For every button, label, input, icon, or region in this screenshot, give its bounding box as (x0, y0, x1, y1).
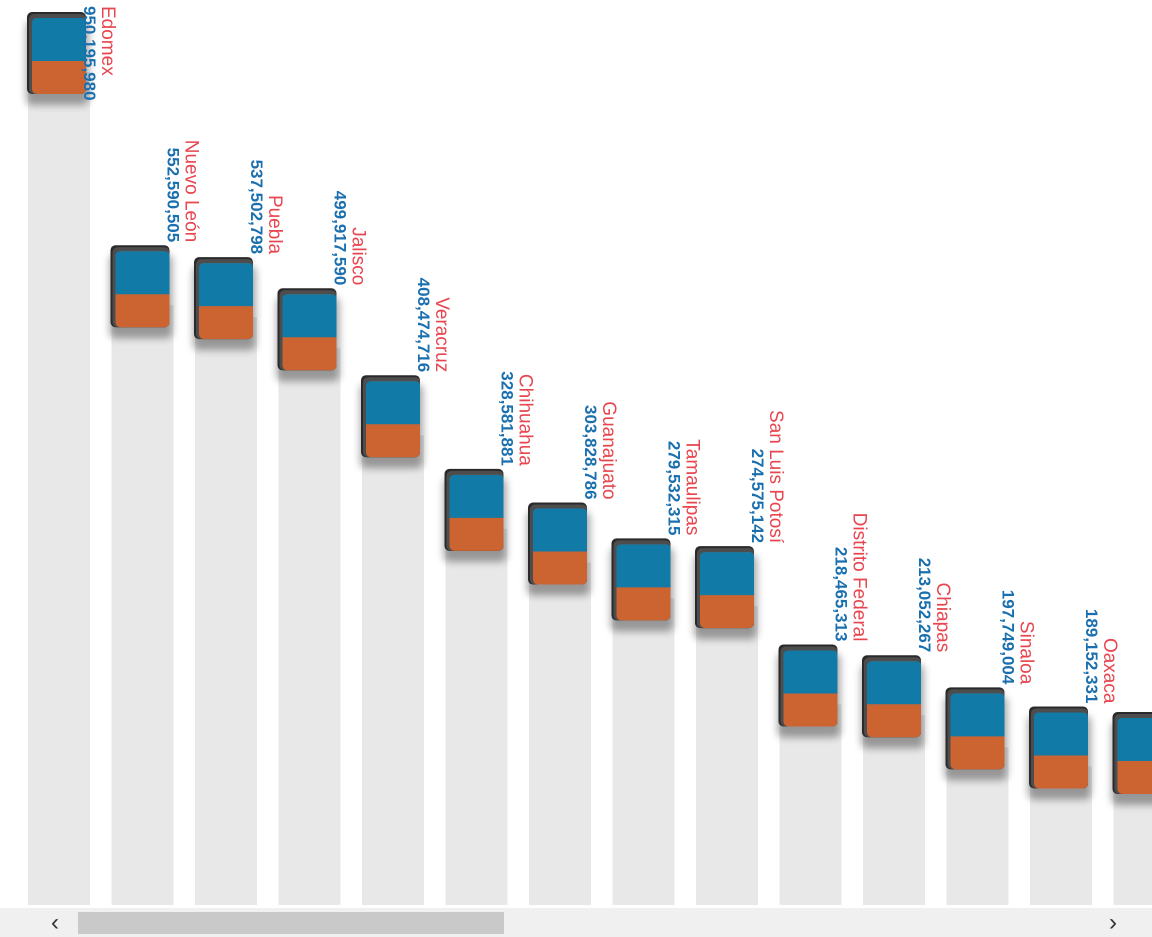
chevron-right-icon[interactable]: › (1109, 909, 1117, 936)
bar-column (111, 305, 174, 905)
state-label: Edomex (97, 6, 118, 76)
state-label: Puebla (264, 195, 285, 255)
value-label: 189,152,331 (1082, 609, 1101, 704)
state-label: Chihuahua (515, 374, 536, 466)
value-label: 537,502,798 (247, 160, 266, 255)
bar-block (694, 546, 757, 640)
bar-block (1111, 712, 1152, 805)
value-label: 499,917,590 (331, 191, 350, 286)
bar-segment-blue (1117, 718, 1152, 761)
bar-block (26, 12, 89, 105)
bar-segment-blue (1034, 712, 1088, 756)
state-label: Chiapas (932, 583, 953, 653)
bar-segment-blue (282, 294, 337, 338)
bar-segment-blue (533, 508, 587, 552)
bar-block (610, 538, 674, 632)
bar-segment-blue (616, 544, 671, 588)
bar-segment-blue (950, 693, 1005, 737)
horizontal-scrollbar[interactable]: ‹ › (0, 908, 1152, 937)
bar-column (278, 348, 341, 905)
value-label: 303,828,786 (581, 405, 600, 500)
bar-segment-blue (366, 381, 420, 425)
bar-block (944, 687, 1008, 781)
value-label: 213,052,267 (915, 558, 934, 653)
bar-block (443, 468, 507, 562)
bar-block (109, 245, 173, 339)
value-label: 328,581,881 (498, 371, 517, 466)
bar-column (28, 72, 90, 905)
value-label: 950,195,980 (80, 6, 99, 101)
value-label: 408,474,716 (414, 278, 433, 373)
bar-block (1028, 706, 1091, 800)
state-label: Jalisco (348, 227, 369, 285)
bar-column (195, 317, 257, 905)
value-label: 279,532,315 (665, 441, 684, 536)
bar-block (861, 655, 924, 749)
value-label: 197,749,004 (999, 590, 1018, 685)
state-label: Oaxaca (1099, 638, 1120, 704)
bar-block (276, 288, 340, 382)
bar-column (445, 528, 508, 905)
bar-segment-blue (867, 661, 921, 705)
bar-column (612, 598, 675, 905)
bar-segment-blue (783, 650, 838, 694)
bar-column (529, 562, 591, 905)
bar-column (362, 435, 424, 905)
value-label: 274,575,142 (748, 449, 767, 544)
state-label: Sinaloa (1016, 621, 1037, 685)
bar-column (779, 704, 842, 905)
bar-segment-blue (199, 263, 253, 307)
bar-segment-blue (115, 251, 170, 295)
value-label: 552,590,505 (164, 148, 183, 243)
bar-block (193, 257, 256, 351)
state-label: Distrito Federal (849, 513, 870, 642)
bar-block (360, 375, 423, 469)
state-label: Veracruz (431, 297, 452, 372)
chart-viewport: Edomex 950,195,980 Nuevo León 552,590,505 Pu… (26, 6, 1152, 905)
bar-block (527, 502, 590, 596)
bar-column (696, 606, 758, 905)
scrollbar-thumb[interactable] (78, 912, 504, 934)
bar-segment-blue (32, 18, 86, 61)
bar-block (777, 644, 841, 738)
bar-segment-blue (449, 474, 504, 518)
chevron-left-icon[interactable]: ‹ (51, 909, 59, 936)
state-label: San Luis Potosí (765, 410, 786, 544)
state-label: Guanajuato (598, 401, 619, 499)
value-label: 218,465,313 (832, 547, 851, 642)
state-label: Tamaulipas (682, 439, 703, 535)
state-label: Nuevo León (181, 140, 202, 242)
bar-segment-blue (700, 552, 754, 596)
